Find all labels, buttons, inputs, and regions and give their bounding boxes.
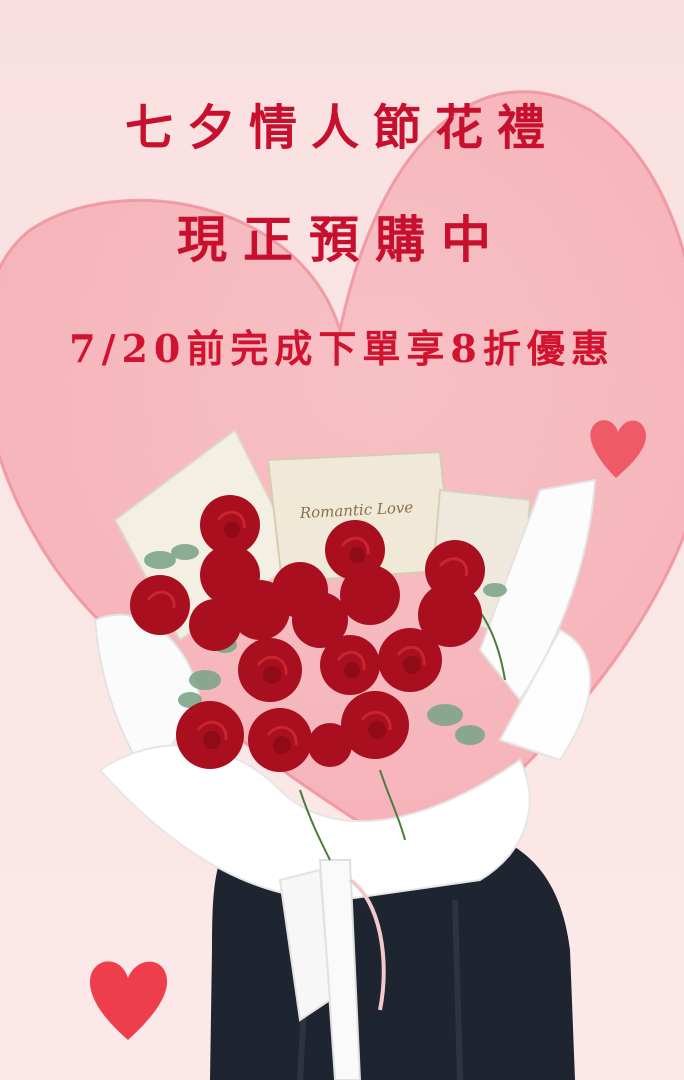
rose-cluster (130, 495, 485, 772)
heart-icon (590, 420, 646, 478)
heart-icon (89, 961, 168, 1040)
headline-discount: 7/20前完成下單享8折優惠 (69, 326, 615, 371)
headline-preorder: 現正預購中 (177, 210, 507, 269)
gift-card-text: Romantic Love (298, 498, 413, 522)
rose-bouquet-photo: Romantic Love (93, 428, 597, 1080)
headline-festival: 七夕情人節花禮 (124, 100, 559, 156)
